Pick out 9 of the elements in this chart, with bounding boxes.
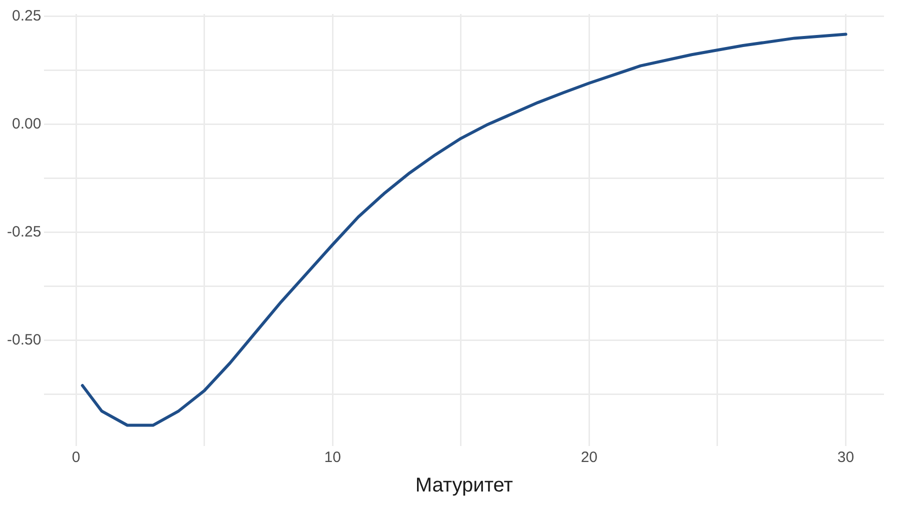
y-tick-label: -0.50: [6, 331, 42, 348]
x-tick-label: 10: [324, 449, 341, 466]
x-tick-label: 0: [72, 449, 80, 466]
y-tick-label: -0.25: [6, 223, 42, 240]
y-tick-label: 0.00: [12, 115, 42, 132]
x-axis-title: Матуритет: [415, 474, 513, 497]
x-tick-label: 20: [580, 449, 598, 466]
x-tick-label: 30: [837, 449, 854, 466]
y-tick-label: 0.25: [12, 7, 42, 24]
